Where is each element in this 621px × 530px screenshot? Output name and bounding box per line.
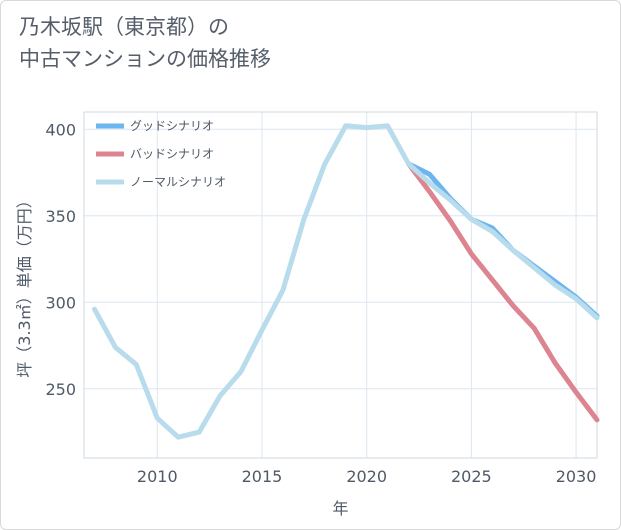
- legend-label-good: グッドシナリオ: [130, 119, 214, 133]
- plot-frame: [83, 111, 598, 459]
- y-tick-label: 350: [45, 207, 76, 226]
- chart-title-line2: 中古マンションの価格推移: [19, 47, 271, 71]
- x-tick-label: 2020: [346, 467, 387, 486]
- x-axis-ticks: 2010 2015 2020 2025 2030: [137, 467, 596, 486]
- legend-label-bad: バッドシナリオ: [130, 147, 214, 161]
- y-axis-ticks: 250 300 350 400: [45, 120, 76, 399]
- x-axis-label: 年: [332, 499, 348, 518]
- grid: [84, 112, 597, 458]
- x-tick-label: 2025: [451, 467, 492, 486]
- series-line-bad: [406, 161, 600, 423]
- legend-label-normal: ノーマルシナリオ: [130, 175, 226, 189]
- x-tick-label: 2015: [242, 467, 283, 486]
- chart-title-line1: 乃木坂駅（東京都）の: [19, 15, 229, 39]
- series-line-normal: [92, 123, 600, 440]
- y-tick-label: 300: [45, 293, 76, 312]
- y-axis-label: 坪（3.3㎡）単価（万円）: [15, 192, 34, 377]
- legend-item-normal[interactable]: ノーマルシナリオ: [96, 175, 226, 189]
- legend-item-bad[interactable]: バッドシナリオ: [96, 147, 214, 161]
- y-tick-label: 250: [45, 380, 76, 399]
- x-tick-label: 2010: [137, 467, 178, 486]
- legend-item-good[interactable]: グッドシナリオ: [96, 119, 214, 133]
- series-lines: [92, 123, 600, 440]
- chart-title: 乃木坂駅（東京都）の 中古マンションの価格推移: [19, 11, 271, 75]
- y-tick-label: 400: [45, 120, 76, 139]
- x-tick-label: 2030: [556, 467, 597, 486]
